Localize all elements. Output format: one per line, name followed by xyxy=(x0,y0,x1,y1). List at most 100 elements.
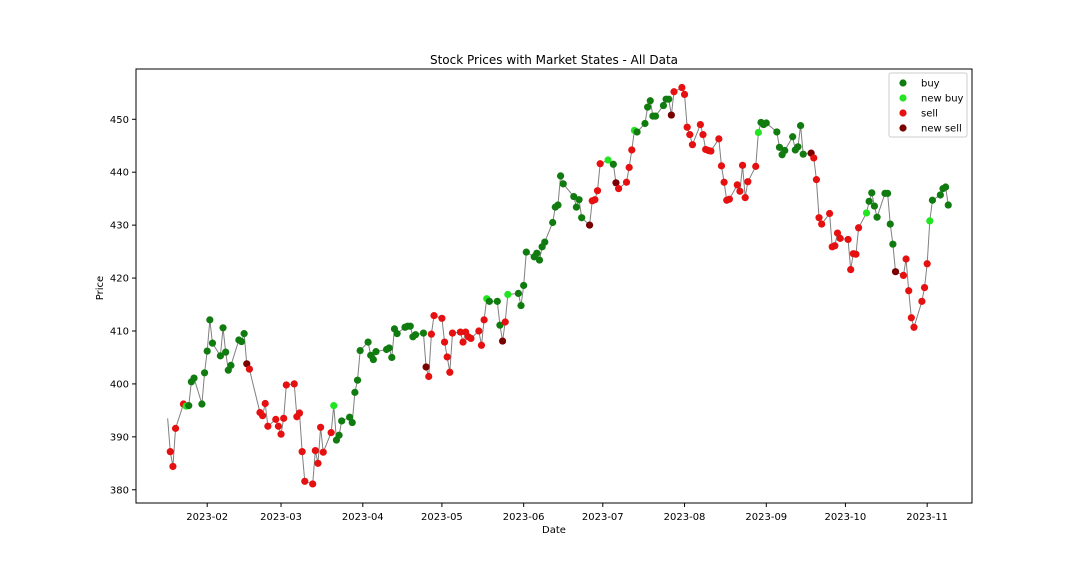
point-sell xyxy=(736,187,744,195)
point-buy xyxy=(884,189,892,197)
point-sell xyxy=(831,242,839,250)
y-tick-label: 400 xyxy=(110,379,129,390)
point-sell xyxy=(171,424,180,432)
point-sell xyxy=(459,338,467,346)
point-buy xyxy=(570,192,578,201)
point-buy xyxy=(796,122,805,130)
point-sell xyxy=(628,146,636,154)
y-tick-label: 410 xyxy=(110,326,129,337)
point-buy xyxy=(393,330,401,338)
point-sell xyxy=(717,162,726,170)
y-tick-label: 440 xyxy=(110,168,129,179)
point-buy xyxy=(335,431,343,439)
point-sell xyxy=(446,368,454,376)
y-tick-label: 390 xyxy=(110,432,129,443)
point-buy xyxy=(865,197,873,205)
point-buy xyxy=(559,180,567,188)
point-buy xyxy=(794,143,802,151)
legend-box xyxy=(888,72,968,138)
point-buy xyxy=(873,213,881,221)
point-buy xyxy=(485,297,493,305)
point-buy xyxy=(886,220,894,228)
point-buy xyxy=(644,103,652,111)
point-sell xyxy=(264,422,272,430)
point-sell xyxy=(923,260,931,268)
x-tick-label: 2023-10 xyxy=(825,512,867,523)
legend-label-buy: buy xyxy=(921,79,940,90)
point-new-sell xyxy=(498,337,507,345)
point-new-buy xyxy=(862,209,871,217)
point-buy xyxy=(522,248,530,256)
legend-label-new-sell: new sell xyxy=(921,124,962,135)
point-sell xyxy=(327,429,335,437)
point-buy xyxy=(781,146,789,155)
point-sell xyxy=(475,327,483,335)
point-buy xyxy=(868,189,876,197)
point-buy xyxy=(517,301,525,310)
point-buy xyxy=(659,101,668,110)
point-sell xyxy=(810,154,818,162)
point-sell xyxy=(274,422,283,430)
point-buy xyxy=(227,361,235,369)
point-sell xyxy=(467,334,475,342)
point-sell xyxy=(815,214,823,222)
point-sell xyxy=(456,328,464,336)
point-new-sell xyxy=(612,179,620,187)
point-sell xyxy=(907,314,915,322)
point-sell xyxy=(678,83,686,92)
point-sell xyxy=(319,448,327,456)
legend-marker-new-buy xyxy=(899,94,907,102)
point-sell xyxy=(680,90,689,98)
point-sell xyxy=(477,341,486,349)
point-sell xyxy=(715,135,723,143)
point-buy xyxy=(789,133,797,141)
point-sell xyxy=(425,372,433,381)
point-sell xyxy=(438,314,446,322)
x-tick-label: 2023-08 xyxy=(664,512,706,523)
point-buy xyxy=(388,353,396,362)
point-sell xyxy=(686,131,694,139)
point-sell xyxy=(844,235,852,244)
chart-title: Stock Prices with Market States - All Da… xyxy=(430,53,678,67)
point-sell xyxy=(258,412,267,420)
x-axis: 2023-02 2023-03 2023-04 2023-05 2023-06 2023-… xyxy=(186,503,948,523)
point-buy xyxy=(493,297,501,305)
point-sell xyxy=(280,414,288,422)
point-sell xyxy=(847,265,855,274)
x-tick-label: 2023-07 xyxy=(582,512,624,523)
point-buy xyxy=(775,143,784,151)
point-buy xyxy=(364,338,372,346)
legend-marker-buy xyxy=(899,79,907,87)
point-buy xyxy=(237,337,246,346)
point-buy xyxy=(646,97,654,105)
point-buy xyxy=(641,119,649,128)
point-sell xyxy=(593,187,602,195)
legend: buy new buy sell new sell xyxy=(888,72,968,138)
point-buy xyxy=(942,183,950,191)
x-tick-label: 2023-05 xyxy=(421,512,463,523)
point-sell xyxy=(596,160,604,168)
point-sell xyxy=(625,163,633,172)
point-sell xyxy=(295,409,304,417)
point-buy xyxy=(773,128,781,136)
point-sell xyxy=(501,318,509,326)
point-buy xyxy=(556,172,565,180)
point-buy xyxy=(609,160,617,168)
point-sell xyxy=(910,323,918,331)
plot-area xyxy=(166,83,952,488)
point-buy xyxy=(198,400,206,408)
point-buy xyxy=(411,331,420,339)
point-sell xyxy=(920,283,929,292)
point-buy xyxy=(372,348,380,356)
plot-frame xyxy=(135,68,973,504)
point-buy xyxy=(200,369,209,377)
point-buy xyxy=(541,238,549,246)
x-tick-label: 2023-02 xyxy=(186,512,228,523)
point-buy xyxy=(633,128,641,136)
point-sell xyxy=(317,423,325,431)
point-sell xyxy=(615,185,623,193)
point-buy xyxy=(651,112,660,120)
point-buy xyxy=(799,150,807,158)
